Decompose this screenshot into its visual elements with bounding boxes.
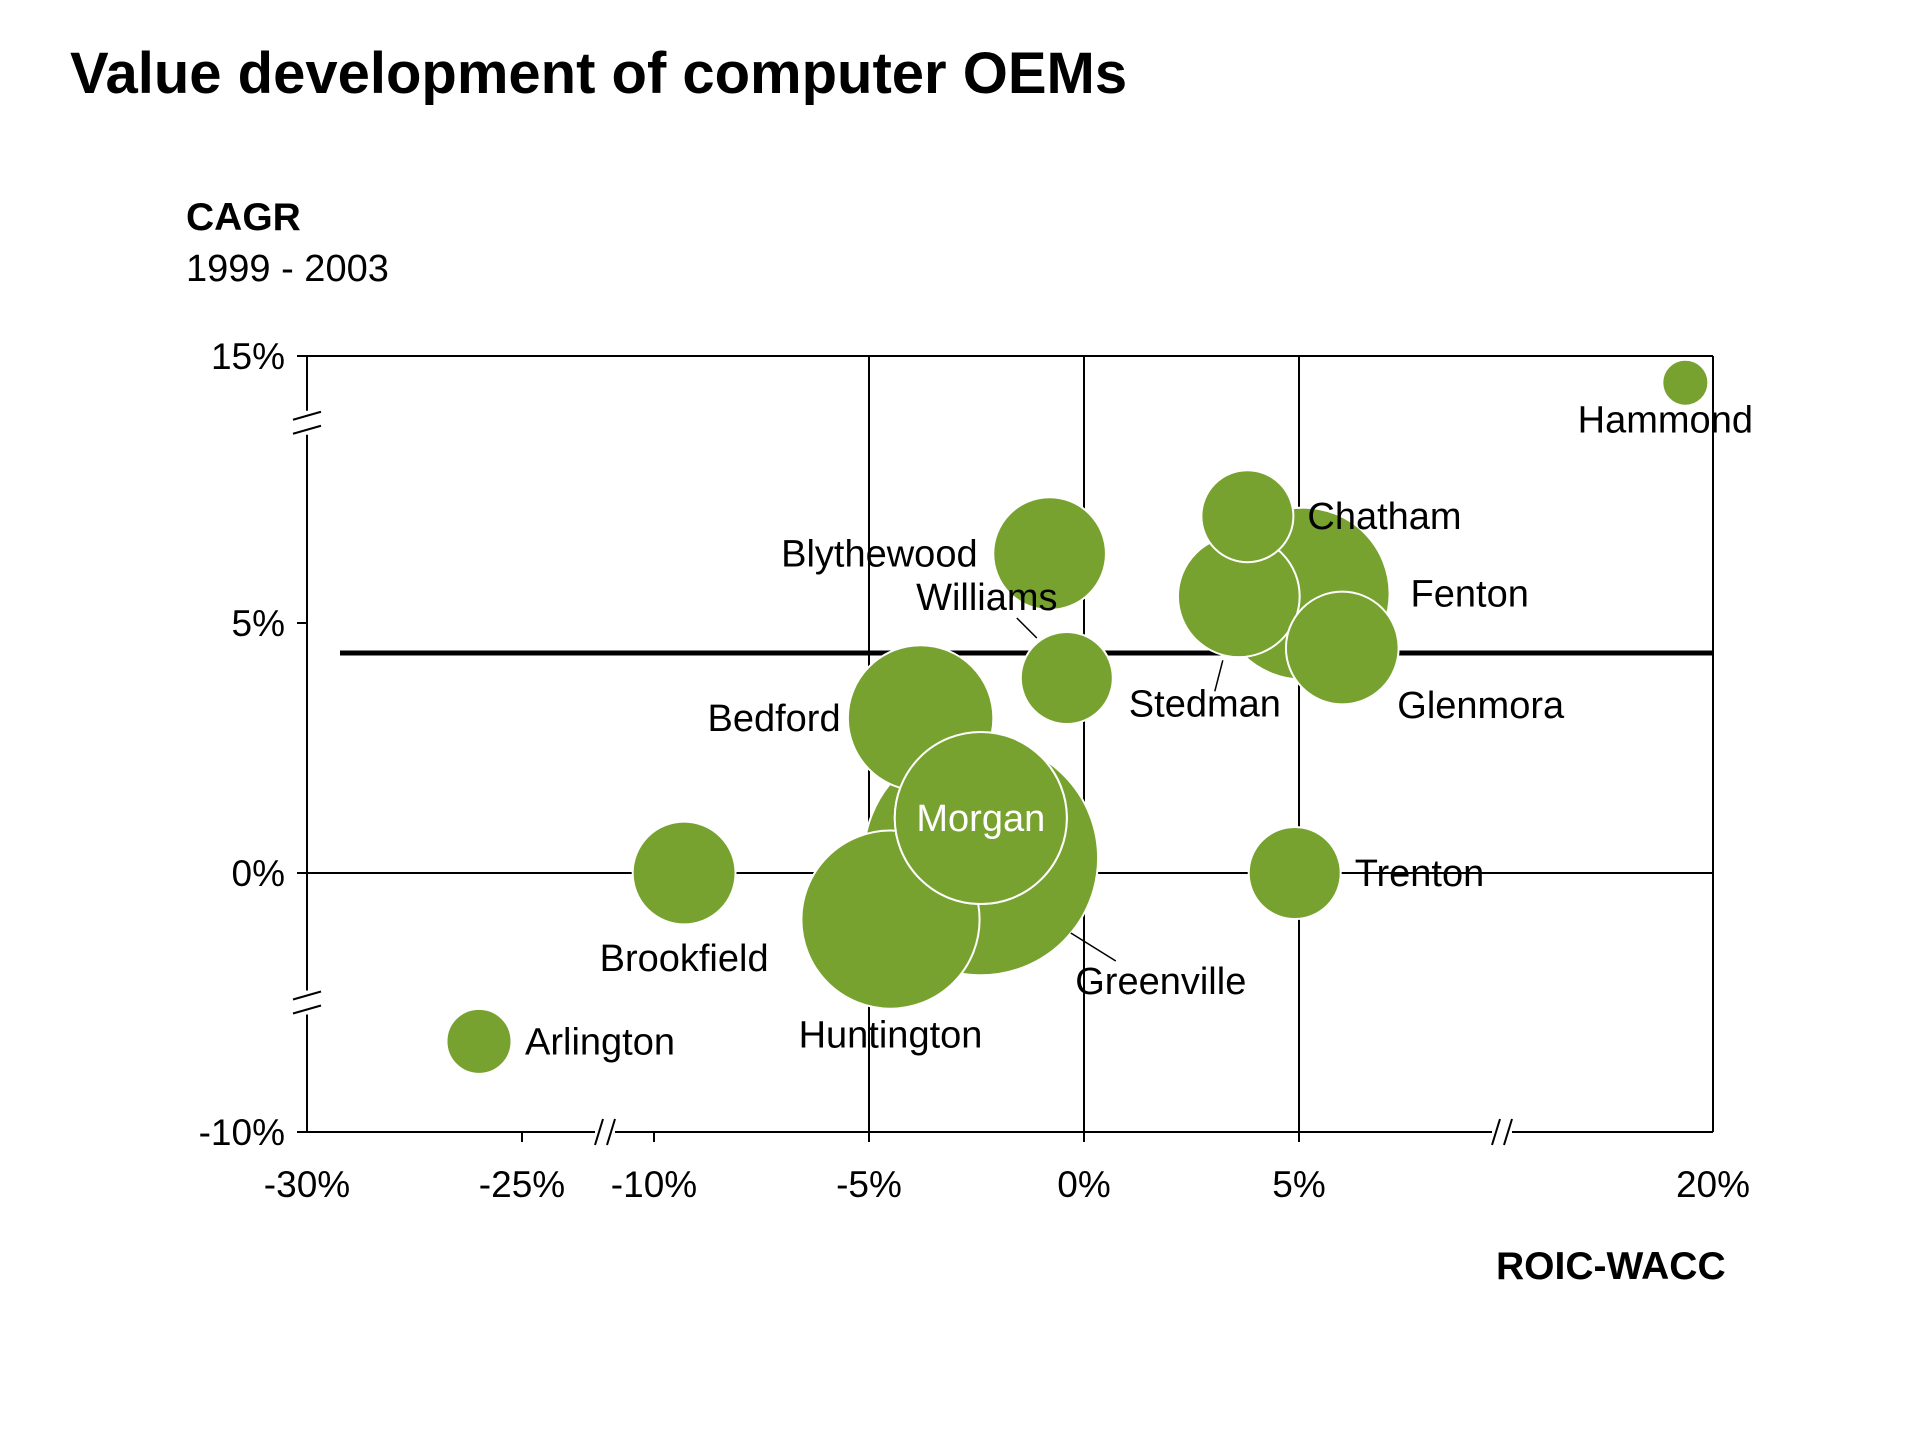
- bubble-williams: [1019, 631, 1114, 725]
- x-tick-label: -10%: [611, 1164, 697, 1205]
- x-tick-label: 0%: [1057, 1164, 1110, 1205]
- x-axis-break: [1491, 1118, 1501, 1146]
- leader-stedman: [1214, 660, 1224, 692]
- x-axis-break: [1503, 1118, 1513, 1146]
- y-axis-break: [292, 410, 322, 421]
- bubble-labels: Hammond Chatham Blythewood Fenton Stedman Gle…: [525, 400, 1753, 1064]
- bubble-brookfield: [631, 820, 737, 926]
- x-tick-label: -30%: [264, 1164, 350, 1205]
- y-tick-label: 5%: [232, 603, 285, 644]
- bubble-arlington: [445, 1007, 513, 1075]
- label-huntington: Huntington: [799, 1015, 983, 1057]
- label-trenton: Trenton: [1355, 853, 1485, 895]
- y-axis-sublabel: 1999 - 2003: [186, 248, 389, 290]
- label-blythewood: Blythewood: [781, 534, 977, 576]
- bubble-chatham: [1200, 469, 1295, 564]
- label-arlington: Arlington: [525, 1021, 675, 1063]
- bubble-glenmora: [1284, 590, 1400, 706]
- label-bedford: Bedford: [708, 698, 841, 740]
- bubble-morgan-top: [893, 730, 1068, 906]
- bubble-series: [445, 358, 1710, 1075]
- x-tick-label: 20%: [1676, 1164, 1750, 1205]
- y-axis-break: [292, 424, 322, 435]
- bubble-blythewood: [992, 496, 1107, 611]
- x-axis-break: [606, 1118, 616, 1146]
- label-morgan: Morgan: [916, 798, 1045, 840]
- label-brookfield: Brookfield: [600, 938, 769, 980]
- label-stedman: Stedman: [1129, 683, 1281, 725]
- bubble-hammond: [1661, 358, 1710, 407]
- x-tick-label: -25%: [479, 1164, 565, 1205]
- leader-williams: [1016, 617, 1038, 639]
- y-axis-break: [292, 1004, 322, 1015]
- label-williams: Williams: [916, 577, 1057, 619]
- bubble-trenton: [1247, 826, 1342, 920]
- y-tick-label: -10%: [199, 1112, 285, 1153]
- x-axis-break: [594, 1118, 604, 1146]
- leader-greenville: [1070, 932, 1117, 962]
- chart-title: Value development of computer OEMs: [70, 41, 1128, 106]
- y-tick-label: 0%: [232, 853, 285, 894]
- label-fenton: Fenton: [1411, 574, 1529, 616]
- plot-frame: [292, 355, 1714, 1146]
- leader-lines: [1016, 617, 1224, 962]
- label-hammond: Hammond: [1578, 400, 1753, 442]
- x-axis-label: ROIC-WACC: [1496, 1245, 1726, 1288]
- y-axis-label: CAGR: [186, 196, 301, 239]
- label-glenmora: Glenmora: [1397, 685, 1565, 727]
- label-greenville: Greenville: [1075, 961, 1246, 1003]
- y-tick-label: 15%: [211, 336, 285, 377]
- x-tick-label: 5%: [1272, 1164, 1325, 1205]
- label-chatham: Chatham: [1307, 496, 1461, 538]
- x-tick-label: -5%: [836, 1164, 902, 1205]
- y-axis-break: [292, 990, 322, 1001]
- axis-ticks: -30% -25% -10% -5% 0% 5% 20% 15% 5% 0% -10%: [199, 336, 1750, 1205]
